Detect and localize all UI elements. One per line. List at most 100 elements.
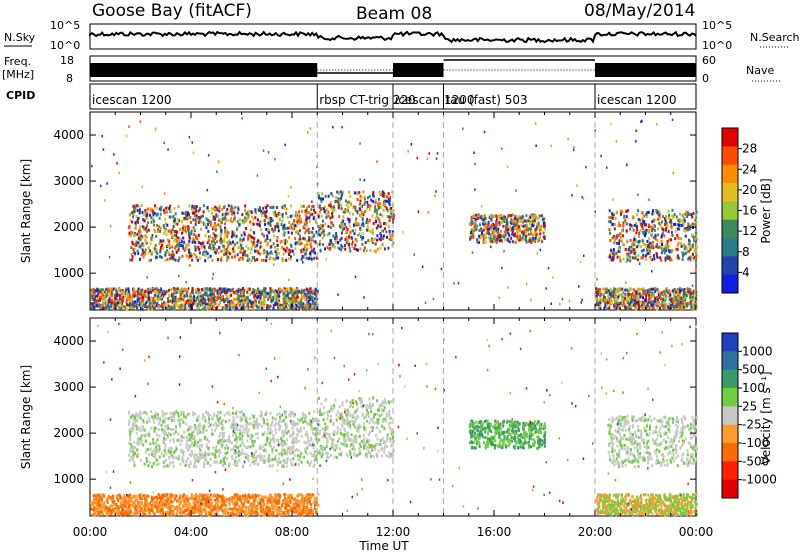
backscatter-cell: [385, 199, 388, 203]
backscatter-cell: [288, 236, 291, 240]
backscatter-cell: [440, 267, 443, 271]
backscatter-cell: [305, 239, 308, 243]
backscatter-cell: [607, 307, 610, 311]
backscatter-cell: [286, 240, 289, 243]
backscatter-cell: [153, 220, 155, 223]
backscatter-cell: [131, 258, 134, 262]
backscatter-cell: [282, 233, 285, 237]
colorbar-tick-label: 16: [742, 204, 757, 218]
backscatter-cell: [237, 508, 240, 512]
backscatter-cell: [667, 256, 670, 260]
backscatter-cell: [153, 204, 156, 208]
backscatter-cell: [436, 152, 439, 155]
backscatter-cell: [505, 230, 508, 234]
backscatter-cell: [145, 229, 148, 233]
backscatter-cell: [580, 301, 582, 304]
backscatter-cell: [660, 258, 663, 262]
backscatter-cell: [92, 499, 95, 503]
backscatter-cell: [532, 224, 534, 228]
backscatter-cell: [282, 227, 285, 231]
backscatter-cell: [501, 219, 504, 223]
backscatter-cell: [242, 504, 245, 507]
backscatter-cell: [305, 303, 307, 307]
backscatter-cell: [633, 295, 636, 299]
backscatter-cell: [287, 231, 290, 234]
backscatter-cell: [612, 256, 615, 260]
backscatter-cell: [303, 231, 306, 235]
backscatter-cell: [343, 223, 346, 226]
backscatter-cell: [602, 287, 605, 291]
backscatter-cell: [140, 292, 143, 296]
backscatter-cell: [626, 163, 628, 167]
backscatter-cell: [363, 249, 365, 253]
backscatter-cell: [669, 219, 672, 223]
backscatter-cell: [191, 207, 194, 211]
backscatter-cell: [141, 235, 144, 239]
backscatter-cell: [160, 245, 162, 249]
backscatter-cell: [173, 298, 176, 302]
backscatter-cell: [453, 282, 455, 285]
backscatter-cell: [216, 289, 219, 293]
backscatter-cell: [351, 242, 354, 246]
backscatter-cell: [277, 222, 280, 226]
backscatter-cell: [265, 259, 268, 263]
backscatter-cell: [596, 301, 599, 305]
backscatter-cell: [294, 291, 297, 295]
cpid-segment-label: icescan 1200: [395, 93, 474, 107]
backscatter-cell: [613, 239, 616, 243]
backscatter-cell: [205, 250, 208, 254]
backscatter-cell: [269, 287, 272, 291]
backscatter-cell: [676, 294, 679, 298]
backscatter-cell: [307, 257, 310, 261]
backscatter-cell: [194, 297, 197, 300]
backscatter-cell: [501, 234, 504, 238]
backscatter-cell: [325, 213, 328, 216]
backscatter-cell: [615, 307, 618, 311]
backscatter-cell: [225, 507, 228, 511]
backscatter-cell: [374, 198, 377, 202]
backscatter-cell: [156, 251, 159, 255]
backscatter-cell: [120, 306, 123, 310]
backscatter-cell: [624, 248, 627, 251]
backscatter-cell: [352, 223, 355, 227]
backscatter-cell: [694, 268, 697, 271]
backscatter-cell: [313, 256, 315, 260]
backscatter-cell: [284, 241, 287, 245]
backscatter-cell: [214, 237, 217, 241]
backscatter-cell: [185, 246, 188, 250]
backscatter-cell: [540, 239, 543, 243]
backscatter-cell: [239, 246, 242, 250]
backscatter-cell: [685, 210, 688, 214]
backscatter-cell: [688, 242, 691, 246]
backscatter-cell: [652, 236, 655, 240]
backscatter-cell: [171, 504, 174, 508]
backscatter-cell: [685, 304, 688, 308]
backscatter-cell: [660, 239, 663, 243]
backscatter-cell: [132, 290, 135, 294]
backscatter-cell: [493, 229, 496, 233]
backscatter-cell: [229, 289, 232, 293]
backscatter-cell: [691, 243, 694, 247]
backscatter-cell: [389, 199, 391, 202]
backscatter-cell: [295, 510, 298, 514]
backscatter-cell: [132, 212, 135, 216]
backscatter-cell: [576, 184, 578, 187]
backscatter-cell: [362, 213, 365, 217]
backscatter-cell: [356, 198, 359, 202]
backscatter-cell: [616, 304, 619, 308]
backscatter-cell: [131, 242, 134, 246]
backscatter-cell: [131, 211, 134, 215]
backscatter-cell: [328, 232, 331, 236]
backscatter-cell: [118, 493, 121, 497]
backscatter-cell: [302, 302, 305, 306]
backscatter-cell: [230, 217, 232, 221]
backscatter-cell: [506, 222, 509, 226]
backscatter-cell: [618, 287, 620, 291]
backscatter-cell: [250, 259, 253, 262]
backscatter-cell: [567, 137, 569, 141]
backscatter-cell: [211, 502, 213, 505]
backscatter-cell: [144, 209, 147, 213]
backscatter-cell: [390, 212, 393, 216]
backscatter-cell: [379, 213, 382, 217]
backscatter-cell: [543, 227, 546, 231]
